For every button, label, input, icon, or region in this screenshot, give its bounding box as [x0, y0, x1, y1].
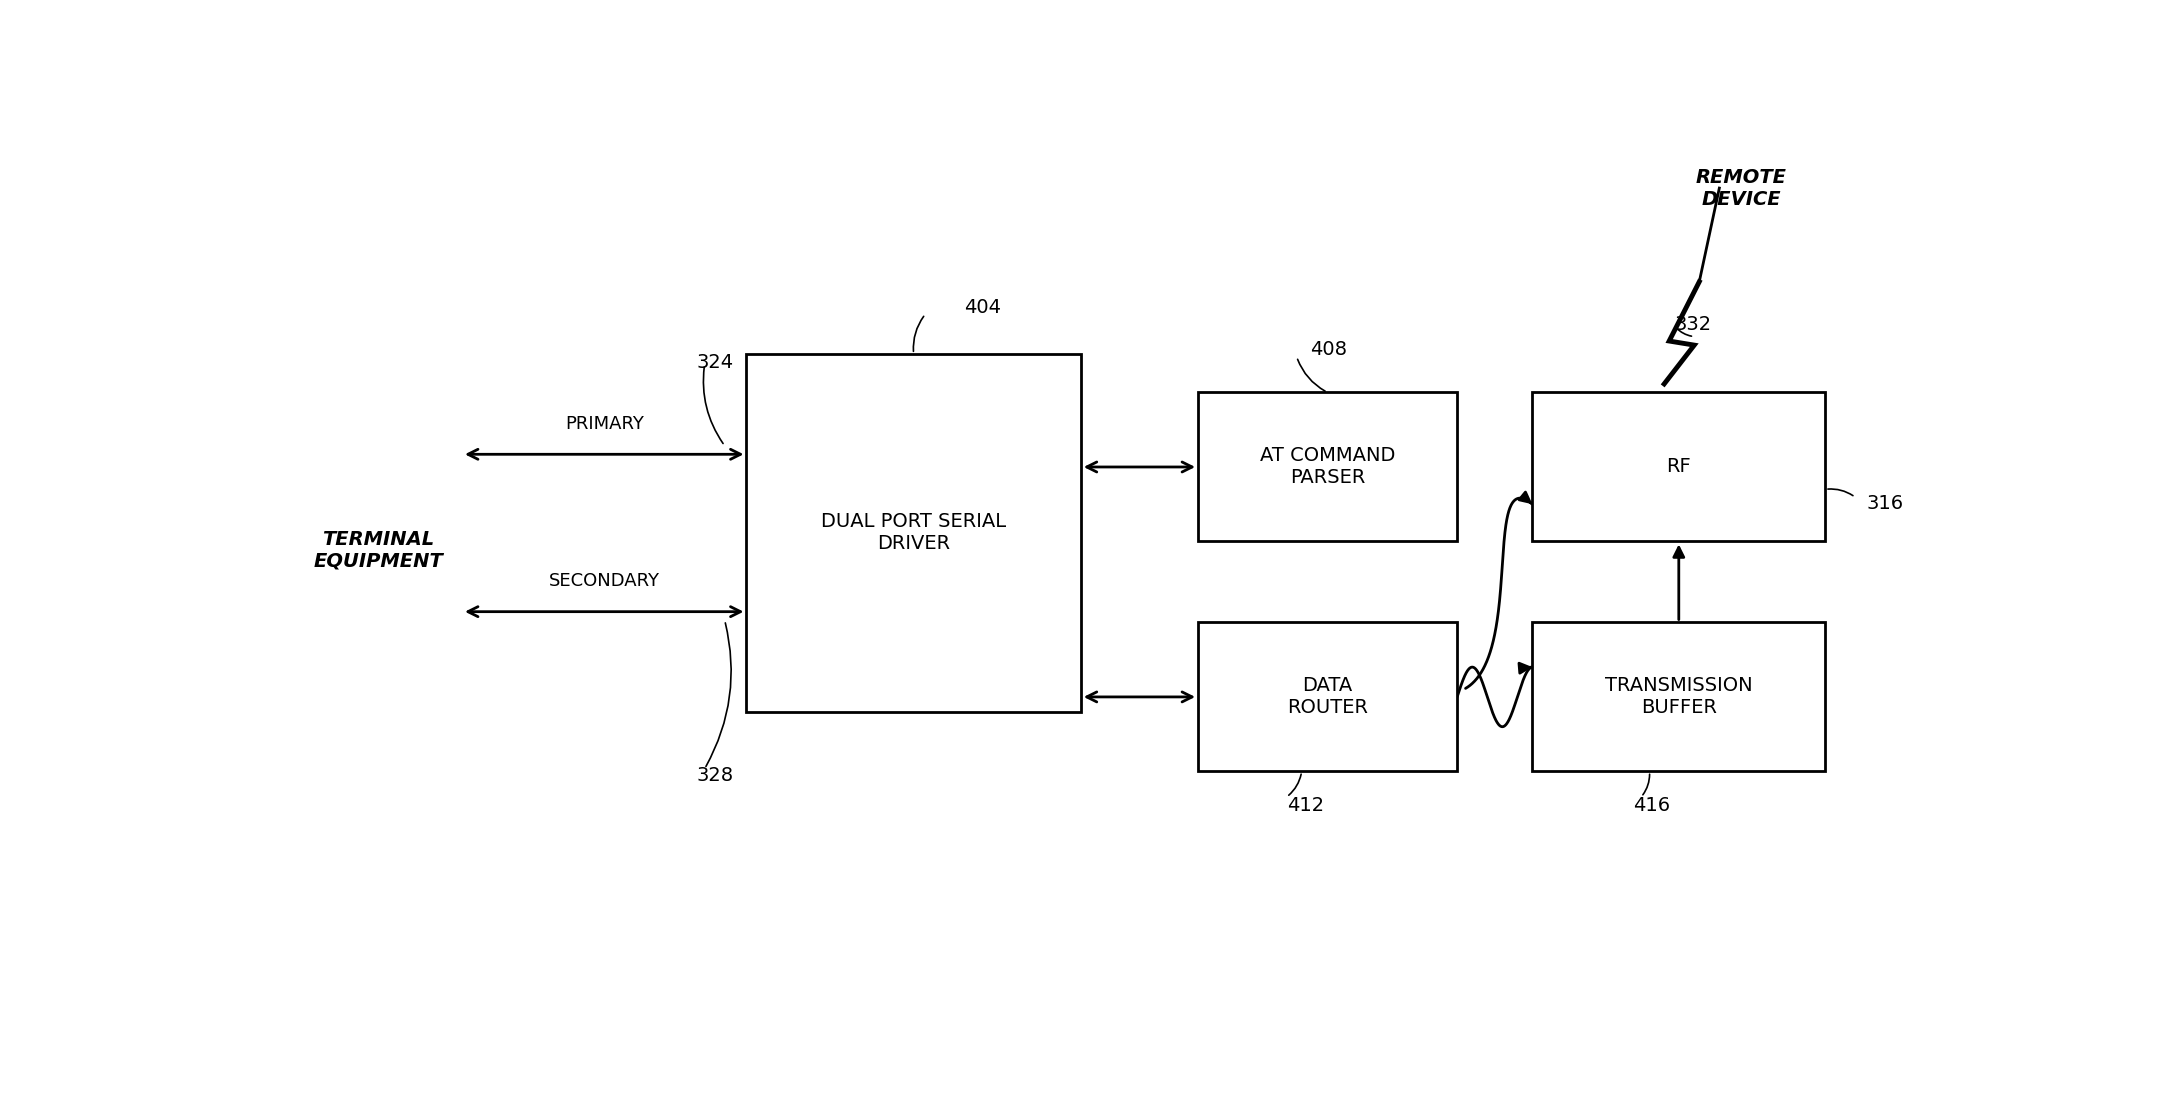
Text: 316: 316: [1867, 493, 1903, 513]
Text: TERMINAL
EQUIPMENT: TERMINAL EQUIPMENT: [313, 530, 442, 571]
Text: 332: 332: [1675, 315, 1711, 334]
Text: PRIMARY: PRIMARY: [565, 415, 643, 434]
Bar: [1532, 623, 1826, 772]
Bar: [747, 354, 1081, 712]
Text: 324: 324: [697, 353, 734, 372]
Text: REMOTE
DEVICE: REMOTE DEVICE: [1696, 168, 1787, 209]
Text: TRANSMISSION
BUFFER: TRANSMISSION BUFFER: [1606, 677, 1752, 718]
Text: 412: 412: [1286, 796, 1323, 815]
Text: SECONDARY: SECONDARY: [548, 573, 660, 591]
Text: 416: 416: [1634, 796, 1670, 815]
Text: 404: 404: [965, 298, 1001, 316]
Text: DUAL PORT SERIAL
DRIVER: DUAL PORT SERIAL DRIVER: [820, 512, 1006, 553]
Bar: [1198, 623, 1457, 772]
Text: RF: RF: [1666, 458, 1692, 477]
Bar: [1532, 393, 1826, 542]
Bar: [1198, 393, 1457, 542]
Text: 328: 328: [697, 766, 734, 785]
Text: DATA
ROUTER: DATA ROUTER: [1286, 677, 1368, 718]
Text: 408: 408: [1310, 341, 1347, 359]
Text: AT COMMAND
PARSER: AT COMMAND PARSER: [1260, 447, 1396, 488]
